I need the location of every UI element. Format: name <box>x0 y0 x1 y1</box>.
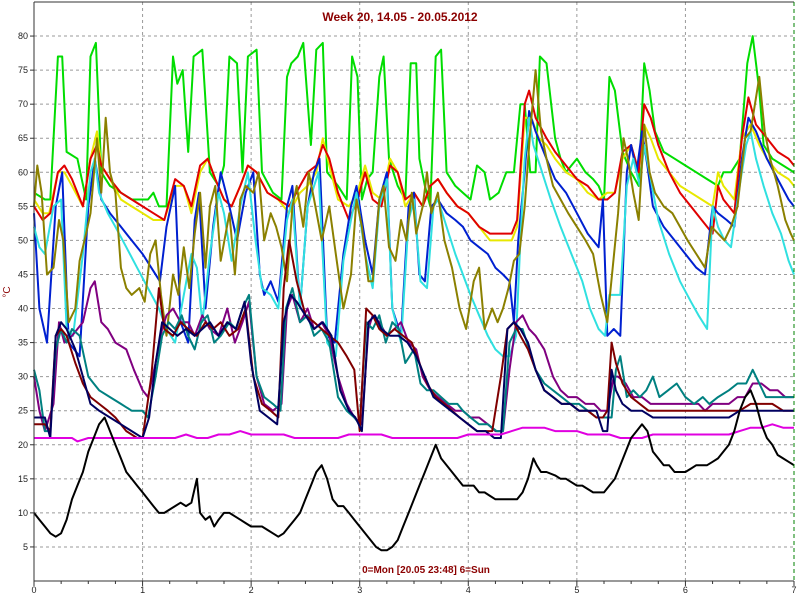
x-tick-label: 6 <box>683 585 688 595</box>
x-tick-label: 5 <box>574 585 579 595</box>
x-tick-label: 3 <box>357 585 362 595</box>
axes <box>30 1 795 586</box>
y-tick-label: 5 <box>23 542 28 552</box>
x-tick-label: 1 <box>140 585 145 595</box>
y-tick-label: 50 <box>18 235 28 245</box>
y-tick-label: 80 <box>18 31 28 41</box>
y-tick-label: 30 <box>18 372 28 382</box>
x-tick-label: 2 <box>249 585 254 595</box>
x-tick-label: 7 <box>791 585 796 595</box>
series-line-10 <box>34 293 794 439</box>
y-tick-label: 25 <box>18 406 28 416</box>
chart-footer: 0=Mon [20.05 23:48] 6=Sun <box>362 565 490 576</box>
series-lines <box>33 35 795 552</box>
y-tick-label: 55 <box>18 201 28 211</box>
chart-title: Week 20, 14.05 - 20.05.2012 <box>322 10 478 24</box>
x-tick-label: 0 <box>31 585 36 595</box>
y-tick-label: 10 <box>18 508 28 518</box>
y-axis-label: °C <box>2 286 13 297</box>
x-tick-labels: 0 1 2 3 4 5 6 7 <box>31 585 796 595</box>
y-tick-label: 65 <box>18 133 28 143</box>
series-line-2 <box>33 116 795 242</box>
y-tick-label: 70 <box>18 99 28 109</box>
y-tick-label: 75 <box>18 65 28 75</box>
y-tick-labels: 5 10 15 20 25 30 35 40 45 50 55 60 65 70 75 80 <box>18 31 28 552</box>
series-line-6 <box>33 69 795 337</box>
series-line-8 <box>33 287 794 433</box>
y-tick-label: 40 <box>18 304 28 314</box>
series-line-12 <box>33 389 795 552</box>
y-tick-label: 45 <box>18 269 28 279</box>
y-tick-label: 60 <box>18 167 28 177</box>
series-line-9 <box>34 239 794 439</box>
series-line-1 <box>33 35 795 208</box>
y-tick-label: 15 <box>18 474 28 484</box>
y-tick-label: 35 <box>18 338 28 348</box>
series-line-11 <box>34 423 794 443</box>
x-tick-label: 4 <box>466 585 471 595</box>
y-tick-label: 20 <box>18 440 28 450</box>
series-line-3 <box>33 89 795 235</box>
